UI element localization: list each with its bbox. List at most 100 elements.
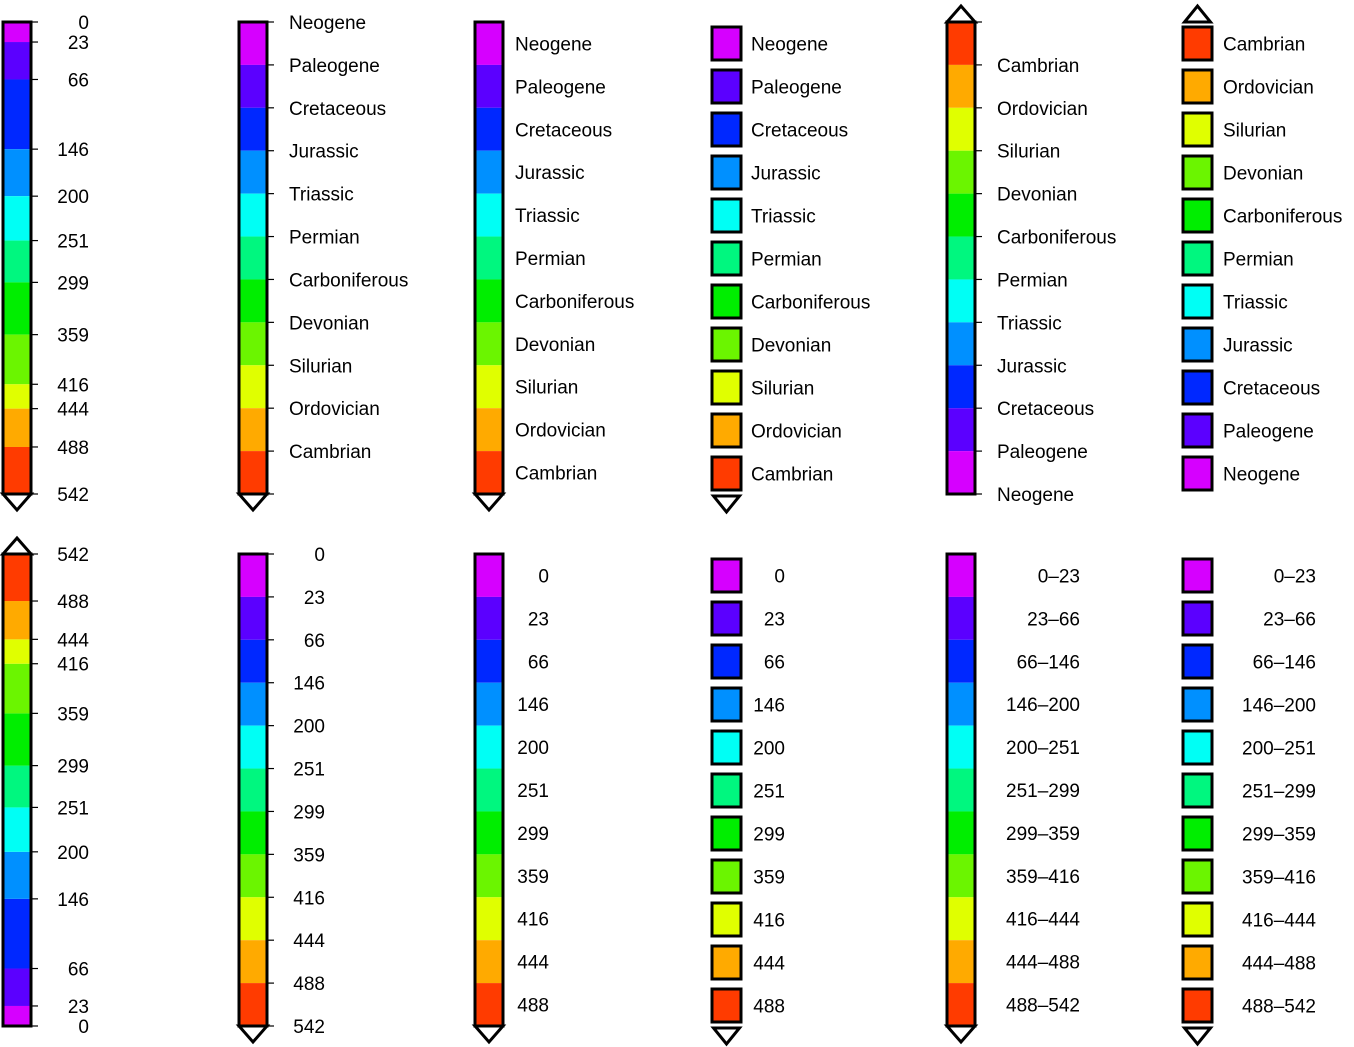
colorbar-discrete: 0 23 66 146 200 251 299 359 416 444 488 542 [235, 545, 325, 1045]
category-label: 359 [517, 867, 549, 888]
color-segment [475, 725, 503, 769]
color-segment [947, 768, 975, 812]
category-label: Silurian [515, 378, 578, 399]
legend-swatch [710, 25, 743, 62]
legend-label: 299 [753, 825, 785, 846]
color-segment [239, 22, 267, 65]
legend-swatch [1181, 686, 1214, 723]
tick-label: Cretaceous [289, 99, 386, 120]
color-segment [947, 639, 975, 683]
color-segment [947, 64, 975, 108]
colorbar-discrete: 0 23 66 146 200 251 299 359 416 444 488 [471, 552, 549, 1045]
category-label: 444–488 [1006, 953, 1080, 974]
category-label: 200 [517, 738, 549, 759]
legend-label: Devonian [1223, 164, 1303, 185]
legend-boxes: Neogene Paleogene Cretaceous Jurassic Triass… [710, 25, 870, 515]
color-segment [947, 451, 975, 494]
legend-swatch [1181, 369, 1214, 406]
colorbar-discrete: Neogene Paleogene Cretaceous Jurassic Triass… [471, 20, 634, 513]
category-label: 416–444 [1006, 910, 1080, 931]
legend-label: 0–23 [1274, 567, 1316, 588]
legend-label: Cretaceous [1223, 379, 1320, 400]
colorbar-discrete-reversed: Cambrian Ordovician Silurian Devonian Carbon… [943, 3, 1116, 506]
legend-label: Devonian [751, 336, 831, 357]
legend-swatch [1181, 557, 1214, 594]
color-segment [239, 596, 267, 640]
legend-boxes: Cambrian Ordovician Silurian Devonian Carbon… [1181, 3, 1342, 492]
color-segment [947, 811, 975, 855]
color-segment [239, 768, 267, 812]
legend-label: 200–251 [1242, 739, 1316, 760]
category-label: 299–359 [1006, 824, 1080, 845]
color-segment [947, 940, 975, 984]
color-segment [3, 968, 31, 1006]
category-label: 359–416 [1006, 867, 1080, 888]
category-label: 299 [517, 824, 549, 845]
color-segment [239, 322, 267, 366]
legend-label: 66–146 [1253, 653, 1316, 674]
tick-label: 542 [57, 485, 89, 506]
legend-label: Silurian [1223, 121, 1286, 142]
color-segment [475, 279, 503, 323]
legend-swatch [710, 643, 743, 680]
color-segment [475, 983, 503, 1026]
legend-label: 416 [753, 911, 785, 932]
legend-label: Jurassic [1223, 336, 1293, 357]
legend-label: 0 [774, 567, 785, 588]
category-label: 251–299 [1006, 781, 1080, 802]
tick-label: 200 [293, 717, 325, 738]
category-label: 488–542 [1006, 996, 1080, 1017]
category-label: 251 [517, 781, 549, 802]
legend-boxes: 0–23 23–66 66–146 146–200 200–251 251–299 299–… [1181, 557, 1316, 1047]
legend-label: Paleogene [1223, 422, 1314, 443]
color-segment [3, 713, 31, 766]
color-segment [3, 149, 31, 197]
color-segment [239, 811, 267, 855]
tick-label: 23 [304, 588, 325, 609]
colorbar-proportional: 023 66 146 200 251 299 359 416 444 488 542 [0, 535, 89, 1038]
extension-triangle-down [235, 492, 271, 513]
color-segment [3, 408, 31, 447]
category-label: Cambrian [997, 56, 1079, 77]
legend-label: Ordovician [1223, 78, 1314, 99]
category-label: Devonian [997, 185, 1077, 206]
legend-label: Ordovician [751, 422, 842, 443]
category-label: Cretaceous [997, 399, 1094, 420]
legend-label: 23–66 [1263, 610, 1316, 631]
legend-swatch [1181, 600, 1214, 637]
legend-label: 146 [753, 696, 785, 717]
color-segment [475, 22, 503, 65]
color-segment [3, 384, 31, 409]
color-segment [239, 682, 267, 726]
color-segment [239, 107, 267, 151]
legend-swatch [710, 987, 743, 1024]
tick-label: 251 [57, 798, 89, 819]
tick-label: 23 [68, 33, 89, 54]
tick-label: 200 [57, 843, 89, 864]
tick-label: 66 [304, 631, 325, 652]
extension-triangle-down [943, 1024, 979, 1045]
legend-label: 66 [764, 653, 785, 674]
legend-label: Permian [1223, 250, 1294, 271]
tick-label: Jurassic [289, 142, 359, 163]
extension-triangle-down [235, 1024, 271, 1045]
legend-swatch [710, 68, 743, 105]
category-label: Ordovician [515, 421, 606, 442]
legend-label: 444–488 [1242, 954, 1316, 975]
tick-label: Carboniferous [289, 270, 408, 291]
legend-label: Triassic [751, 207, 816, 228]
category-label: Ordovician [997, 99, 1088, 120]
color-segment [475, 322, 503, 366]
legend-swatch [710, 901, 743, 938]
color-segment [947, 236, 975, 280]
legend-label: 488–542 [1242, 997, 1316, 1018]
color-segment [475, 64, 503, 108]
category-label: Jurassic [997, 356, 1067, 377]
legend-label: 251–299 [1242, 782, 1316, 803]
legend-swatch [710, 283, 743, 320]
tick-label: 299 [57, 757, 89, 778]
legend-swatch [1181, 643, 1214, 680]
tick-label: 0 [78, 1017, 89, 1038]
legend-label: Carboniferous [1223, 207, 1342, 228]
